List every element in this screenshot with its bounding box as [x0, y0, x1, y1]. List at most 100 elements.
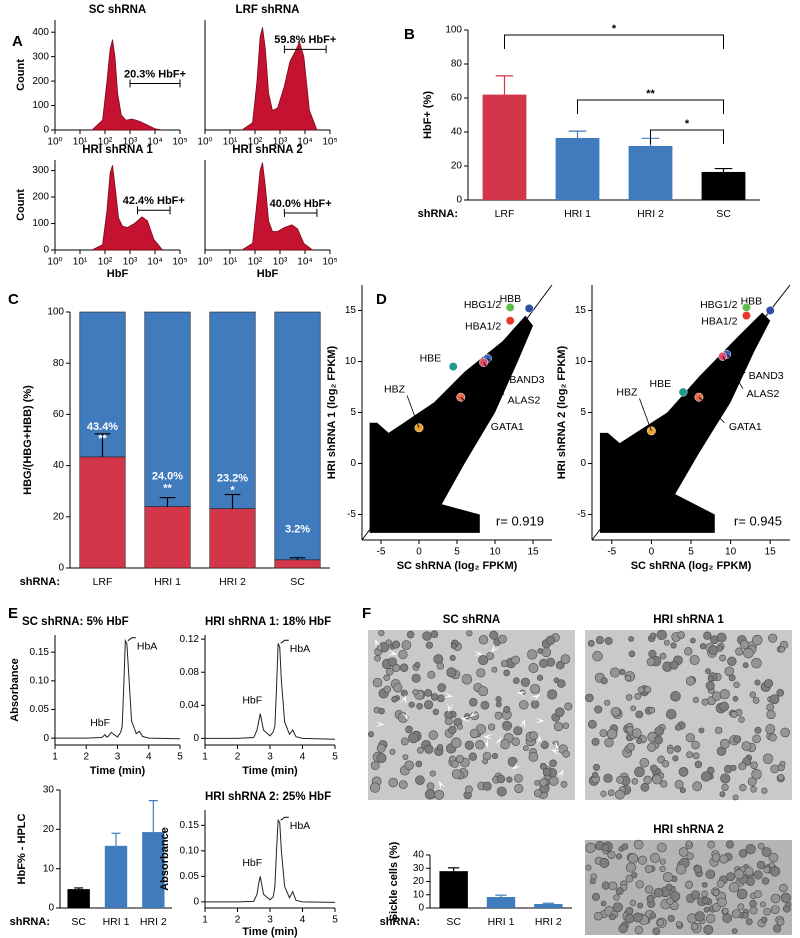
arrowhead	[536, 735, 543, 746]
cell	[719, 791, 726, 798]
cell	[432, 708, 440, 716]
cell	[398, 649, 408, 660]
data-label: 3.2%	[285, 524, 310, 536]
bar-segment	[144, 506, 191, 569]
cell	[761, 787, 768, 794]
y-tick-label: 80	[451, 59, 463, 70]
cell	[685, 880, 694, 889]
cell	[589, 878, 596, 885]
cell	[685, 840, 692, 847]
cell	[692, 752, 700, 760]
arrowhead	[469, 708, 480, 718]
arrowhead	[460, 716, 471, 723]
cell	[368, 731, 374, 738]
cell	[451, 760, 459, 768]
y-tick-label: 300	[32, 165, 49, 176]
cell	[478, 635, 489, 645]
image-title: HRI shRNA 1	[653, 614, 724, 626]
cell	[585, 842, 596, 853]
x-tick-label: LRF	[93, 576, 113, 588]
y-axis-label: HbF% - HPLC	[16, 814, 28, 885]
cell	[621, 843, 629, 850]
x-tick-label: 10⁴	[147, 257, 162, 268]
cell	[766, 709, 776, 720]
cell	[402, 754, 409, 760]
cell	[511, 737, 520, 746]
x-axis-label: SC shRNA (log₂ FPKM)	[631, 560, 752, 572]
y-tick-label: 0.04	[180, 700, 200, 711]
peak-leader	[280, 816, 289, 821]
cell	[715, 726, 723, 734]
y-tick-label: 0	[350, 458, 356, 469]
peak-label: HbA	[290, 643, 310, 655]
cell	[398, 780, 408, 790]
x-tick-label: 10⁴	[297, 257, 312, 268]
cell	[549, 759, 557, 768]
cell	[637, 686, 645, 694]
cell	[480, 700, 490, 710]
cell	[527, 649, 538, 660]
cell	[545, 635, 556, 645]
cell	[728, 674, 736, 682]
x-tick-label: 10⁰	[197, 137, 212, 148]
x-tick-label: HRI 2	[140, 916, 167, 928]
cell	[754, 890, 762, 898]
cell	[676, 921, 682, 928]
cell	[739, 639, 750, 649]
x-tick-label: -5	[377, 547, 386, 558]
cell	[644, 885, 654, 894]
leader-line	[406, 395, 420, 428]
cell	[374, 654, 381, 662]
cell	[450, 737, 462, 749]
y-tick-label: 100	[32, 218, 49, 229]
cell	[465, 785, 473, 794]
cell	[609, 667, 620, 678]
x-tick-label: 4	[300, 752, 306, 763]
cell	[705, 681, 715, 691]
cell	[736, 888, 748, 900]
gene-point	[448, 362, 458, 372]
cell	[415, 775, 425, 786]
identity-line	[591, 284, 791, 541]
cell	[408, 701, 415, 708]
cell	[637, 902, 644, 909]
peak-label: HbF	[242, 694, 262, 706]
cell	[427, 670, 436, 679]
cell	[720, 738, 730, 749]
cell	[415, 760, 423, 768]
cell	[733, 735, 742, 744]
x-tick-label: 10²	[248, 257, 263, 268]
x-tick-label: HRI 2	[637, 208, 664, 220]
group-label: shRNA:	[418, 208, 458, 220]
chromatogram	[205, 643, 336, 740]
y-axis-label: Absorbance	[9, 658, 21, 722]
y-tick-label: 10	[575, 356, 587, 367]
cell	[628, 650, 636, 658]
cell	[542, 768, 552, 777]
cell	[600, 900, 607, 907]
histogram-area	[240, 162, 314, 251]
cell	[634, 925, 644, 935]
gene-point	[765, 306, 775, 315]
cell	[631, 872, 638, 879]
cell	[496, 774, 506, 784]
cell	[591, 892, 600, 901]
cell	[601, 881, 610, 890]
y-tick-label: 0.05	[30, 704, 50, 715]
cell	[720, 773, 731, 784]
arrowhead	[550, 739, 559, 750]
x-tick-label: 3	[267, 752, 273, 763]
cell	[401, 640, 412, 650]
cell	[665, 883, 673, 891]
x-tick-label: 10⁵	[172, 137, 187, 148]
chart-title: SC shRNA: 5% HbF	[22, 616, 129, 628]
chart-title: HRI shRNA 2	[232, 144, 303, 156]
x-tick-label: HRI 1	[488, 916, 515, 928]
x-tick-label: HRI 1	[154, 576, 181, 588]
chart-title: SC shRNA	[89, 4, 147, 16]
cell	[627, 853, 639, 864]
y-tick-label: 40	[413, 850, 425, 861]
x-tick-label: -5	[607, 547, 616, 558]
cell	[591, 737, 600, 746]
